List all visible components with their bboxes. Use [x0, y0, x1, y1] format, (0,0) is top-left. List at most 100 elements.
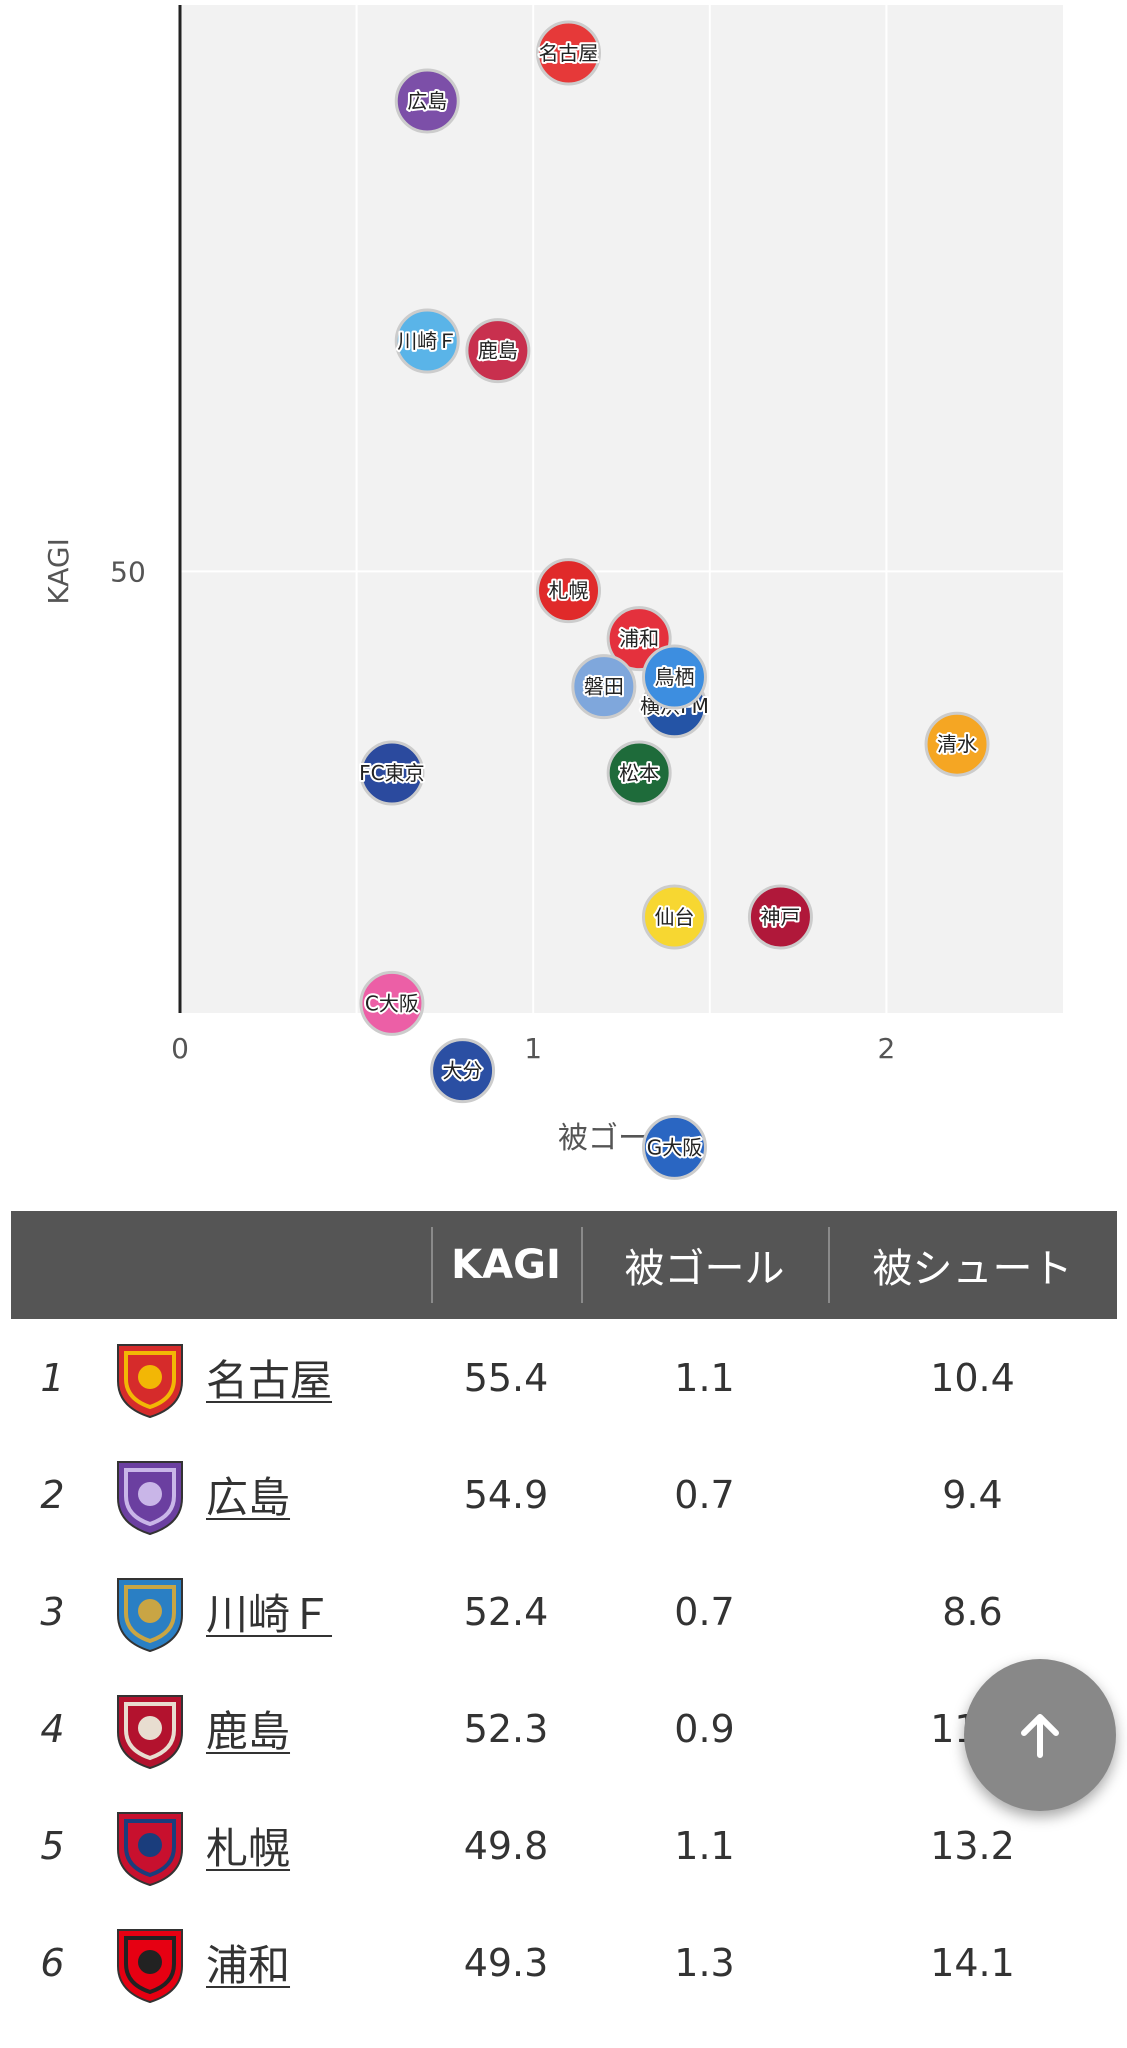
team-link[interactable]: 札幌: [206, 1824, 291, 1873]
goals-against-value: 1.3: [674, 1940, 735, 1985]
shots-against-value: 9.4: [942, 1472, 1003, 1517]
team-point: [359, 970, 425, 1036]
table-row: 1 名古屋 55.4 1.1 10.4: [11, 1319, 1117, 1436]
header-blank: [11, 1211, 206, 1319]
chart-svg: 01250被ゴールKAGI名古屋広島川崎Ｆ鹿島札幌浦和横浜FM鳥栖磐田清水松本F…: [42, 5, 1063, 1180]
shots-against-value: 10.4: [930, 1355, 1015, 1400]
team-point: [641, 884, 707, 950]
team-point: [359, 740, 425, 806]
team-point: [924, 711, 990, 777]
y-tick-label: 50: [110, 555, 146, 588]
scroll-to-top-button[interactable]: [964, 1659, 1116, 1811]
team-point: [536, 20, 602, 86]
team-point: [641, 644, 707, 710]
team-point-label: 神戸: [760, 905, 800, 929]
team-point-label: G大阪: [647, 1135, 703, 1159]
arrow-up-icon: [1021, 1714, 1059, 1758]
team-emblem-icon: [117, 1343, 183, 1418]
goals-against-value: 0.9: [674, 1706, 735, 1751]
team-point-label: 広島: [407, 89, 447, 113]
rank-number: 2: [40, 1472, 65, 1517]
team-point: [641, 1114, 707, 1180]
rank-number: 5: [40, 1823, 65, 1868]
team-emblem: [94, 1319, 206, 1436]
team-point: [465, 318, 531, 384]
team-link[interactable]: 浦和: [206, 1941, 291, 1990]
team-name-cell: 広島: [206, 1436, 431, 1553]
header-shots-against[interactable]: 被シュート: [828, 1211, 1117, 1319]
rank-number: 3: [40, 1589, 65, 1634]
team-point-label: 清水: [937, 732, 977, 756]
header-kagi[interactable]: KAGI: [431, 1211, 581, 1319]
goals-against-value: 1.1: [674, 1823, 735, 1868]
team-point: [394, 68, 460, 134]
ranking-body: 1 名古屋 55.4 1.1 10.4 2 広島 54.9 0.7 9.4 3 川崎Ｆ 52.4 0.7 8…: [11, 1319, 1117, 2021]
y-axis-title: KAGI: [42, 538, 75, 605]
table-row: 5 札幌 49.8 1.1 13.2: [11, 1787, 1117, 1904]
x-tick-label: 0: [171, 1032, 189, 1065]
table-row: 2 広島 54.9 0.7 9.4: [11, 1436, 1117, 1553]
team-point-label: 札幌: [549, 579, 589, 603]
team-name-cell: 名古屋: [206, 1319, 431, 1436]
team-emblem: [94, 1904, 206, 2021]
team-link[interactable]: 名古屋: [206, 1356, 333, 1405]
kagi-value: 52.4: [463, 1589, 549, 1634]
team-emblem-icon: [117, 1811, 183, 1886]
kagi-value: 52.3: [463, 1706, 549, 1751]
team-point-label: 川崎Ｆ: [397, 329, 457, 353]
team-name-cell: 川崎Ｆ: [206, 1553, 431, 1670]
table-header-row: KAGI 被ゴール 被シュート: [11, 1211, 1117, 1319]
team-point-label: 磐田: [584, 675, 624, 699]
team-point-label: C大阪: [365, 991, 419, 1015]
team-point-label: 鳥栖: [654, 665, 694, 689]
team-name-cell: 札幌: [206, 1787, 431, 1904]
team-emblem-icon: [117, 1694, 183, 1769]
table-row: 6 浦和 49.3 1.3 14.1: [11, 1904, 1117, 2021]
team-emblem: [94, 1787, 206, 1904]
shots-against-value: 13.2: [930, 1823, 1015, 1868]
goals-against-value: 1.1: [674, 1355, 735, 1400]
team-point-label: 名古屋: [539, 41, 599, 65]
rank-number: 1: [40, 1355, 65, 1400]
kagi-value: 55.4: [463, 1355, 549, 1400]
team-point: [747, 884, 813, 950]
team-name-cell: 浦和: [206, 1904, 431, 2021]
goals-against-value: 0.7: [674, 1589, 735, 1634]
team-link[interactable]: 川崎Ｆ: [206, 1590, 333, 1639]
team-link[interactable]: 鹿島: [206, 1707, 291, 1756]
shots-against-value: 14.1: [930, 1940, 1015, 1985]
team-point: [394, 308, 460, 374]
team-point: [606, 740, 672, 806]
team-link[interactable]: 広島: [206, 1473, 291, 1522]
team-emblem: [94, 1553, 206, 1670]
table-row: 3 川崎Ｆ 52.4 0.7 8.6: [11, 1553, 1117, 1670]
team-emblem: [94, 1670, 206, 1787]
kagi-value: 49.8: [463, 1823, 549, 1868]
team-emblem-icon: [117, 1928, 183, 2003]
header-goals-against[interactable]: 被ゴール: [581, 1211, 828, 1319]
rank-number: 4: [40, 1706, 65, 1751]
team-emblem-icon: [117, 1577, 183, 1652]
plot-area: [180, 5, 1063, 1013]
kagi-value: 54.9: [463, 1472, 549, 1517]
x-tick-label: 1: [524, 1032, 542, 1065]
x-tick-label: 2: [877, 1032, 895, 1065]
goals-against-value: 0.7: [674, 1472, 735, 1517]
team-point-label: 大分: [443, 1059, 483, 1083]
team-point-label: 鹿島: [478, 339, 518, 363]
ranking-table: KAGI 被ゴール 被シュート 1 名古屋 55.4 1.1 10.4 2 広島 54.9 0.…: [11, 1211, 1117, 2021]
kagi-value: 49.3: [463, 1940, 549, 1985]
team-point-label: 松本: [619, 761, 659, 785]
team-point-label: 仙台: [654, 905, 694, 929]
team-emblem-icon: [117, 1460, 183, 1535]
team-emblem: [94, 1436, 206, 1553]
team-point: [430, 1038, 496, 1104]
scatter-chart: 01250被ゴールKAGI名古屋広島川崎Ｆ鹿島札幌浦和横浜FM鳥栖磐田清水松本F…: [42, 5, 1063, 1180]
shots-against-value: 8.6: [942, 1589, 1003, 1634]
team-name-cell: 鹿島: [206, 1670, 431, 1787]
team-point: [536, 558, 602, 624]
header-blank-team: [206, 1211, 431, 1319]
team-point-label: FC東京: [359, 761, 424, 785]
team-point: [571, 654, 637, 720]
